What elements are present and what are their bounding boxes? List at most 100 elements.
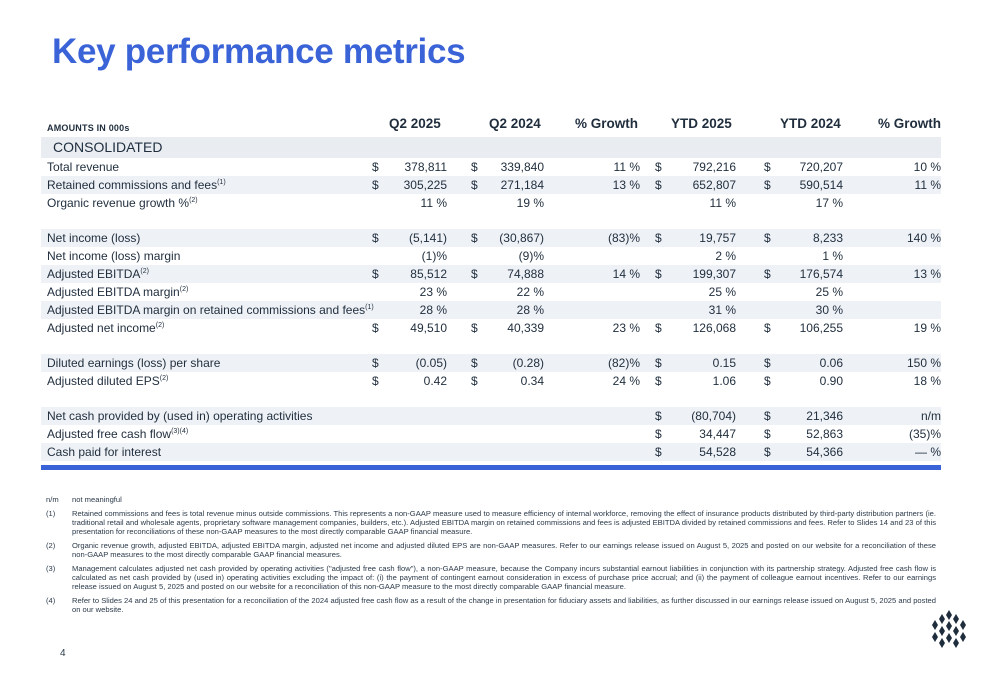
cell-ytd-2024-currency: $ — [764, 427, 771, 441]
amounts-label: AMOUNTS IN 000s — [47, 123, 130, 133]
cell-q2-2024-value: (9)% — [518, 249, 544, 263]
cell-q2-2024-currency: $ — [471, 267, 478, 281]
cell-q2-2025-currency: $ — [372, 267, 379, 281]
table-row: Adjusted net income(2) $49,510 $40,339 23 %… — [41, 319, 941, 337]
cell-ytd-2024-value: 0.06 — [819, 356, 843, 370]
cell-ytd-2024-value: 8,233 — [812, 231, 843, 245]
cell-ytd-2025-currency: $ — [655, 374, 662, 388]
cell-q2-2024-value: 339,840 — [500, 160, 544, 174]
cell-ytd-2024-value: 1 % — [822, 249, 843, 263]
cell-ytd-2024-currency: $ — [764, 231, 771, 245]
footnote-text: Management calculates adjusted net cash … — [72, 564, 936, 591]
cell-ytd-growth: (35)% — [908, 427, 941, 441]
cell-ytd-2025-value: 126,068 — [692, 321, 736, 335]
footnote-key: n/m — [46, 495, 59, 504]
cell-ytd-2025-value: 11 % — [709, 196, 736, 210]
cell-q2-2025-value: (5,141) — [408, 231, 447, 245]
row-label-text: Organic revenue growth % — [47, 196, 190, 210]
row-spacer — [41, 390, 941, 407]
footnote-ref: (2) — [155, 322, 165, 329]
cell-q2-2024-value: 40,339 — [507, 321, 544, 335]
footnote-nm: n/m not meaningful — [46, 495, 936, 504]
cell-ytd-2025-value: 2 % — [715, 249, 736, 263]
cell-q2-2025-currency: $ — [372, 321, 379, 335]
cell-ytd-2025-value: 792,216 — [692, 160, 736, 174]
table-row: Adjusted EBITDA margin(2) 23 % 22 % 25 % 25 … — [41, 283, 941, 301]
row-label: Cash paid for interest — [47, 445, 161, 459]
cell-q2-2025-value: 49,510 — [410, 321, 447, 335]
cell-ytd-2024-value: 52,863 — [806, 427, 843, 441]
cell-q-growth: 24 % — [612, 374, 640, 388]
row-label-text: Adjusted EBITDA margin on retained commi… — [47, 303, 366, 317]
table-row: Net cash provided by (used in) operating… — [41, 407, 941, 425]
col-growth-q: % Growth — [575, 116, 638, 131]
cell-q2-2025-value: (1)% — [421, 249, 447, 263]
cell-q-growth: (82)% — [607, 356, 640, 370]
cell-ytd-growth: n/m — [920, 409, 941, 423]
row-label-text: Adjusted EBITDA margin — [47, 285, 180, 299]
table-row: Total revenue $378,811 $339,840 11 % $792,21… — [41, 158, 941, 176]
cell-q2-2025-currency: $ — [372, 374, 379, 388]
cell-q2-2024-currency: $ — [471, 178, 478, 192]
cell-q2-2024-value: 22 % — [516, 285, 544, 299]
cell-q2-2025-value: (0.05) — [415, 356, 447, 370]
cell-ytd-2025-value: 54,528 — [699, 445, 736, 459]
row-label: Adjusted EBITDA margin on retained commi… — [47, 303, 374, 317]
cell-ytd-2024-value: 54,366 — [806, 445, 843, 459]
row-label: Retained commissions and fees(1) — [47, 178, 226, 192]
cell-q2-2025-currency: $ — [372, 231, 379, 245]
cell-ytd-2025-value: (80,704) — [691, 409, 736, 423]
footnote-ref: (2) — [140, 268, 149, 275]
table-row: Net income (loss) margin (1)% (9)% 2 % 1 % — [41, 247, 941, 265]
row-label: Adjusted net income(2) — [47, 321, 164, 335]
footnote-item: (4) Refer to Slides 24 and 25 of this pre… — [46, 596, 936, 614]
cell-ytd-2024-value: 0.90 — [819, 374, 843, 388]
cell-ytd-2025-currency: $ — [655, 231, 662, 245]
table-row: Adjusted diluted EPS(2) $0.42 $0.34 24 % $1.… — [41, 372, 941, 390]
cell-q2-2024-currency: $ — [471, 321, 478, 335]
cell-ytd-2025-currency: $ — [655, 445, 662, 459]
cell-ytd-2024-value: 590,514 — [799, 178, 843, 192]
cell-ytd-2025-currency: $ — [655, 321, 662, 335]
table-row: Diluted earnings (loss) per share $ (0.05)… — [41, 354, 941, 372]
cell-q2-2025-value: 85,512 — [410, 267, 447, 281]
row-label-text: Cash paid for interest — [47, 445, 162, 459]
cell-ytd-growth: 11 % — [914, 178, 941, 192]
row-label: Net cash provided by (used in) operating… — [47, 409, 312, 423]
cell-q2-2025-currency: $ — [372, 160, 379, 174]
cell-ytd-2024-value: 30 % — [815, 303, 843, 317]
cell-q2-2025-currency: $ — [372, 356, 379, 370]
cell-ytd-2024-value: 176,574 — [799, 267, 843, 281]
cell-q2-2024-value: 28 % — [516, 303, 544, 317]
section-label: CONSOLIDATED — [53, 139, 163, 155]
row-spacer — [41, 337, 941, 354]
cell-ytd-2024-currency: $ — [764, 374, 771, 388]
cell-ytd-growth: 19 % — [913, 321, 941, 335]
row-label-text: Net income (loss) — [47, 231, 141, 245]
cell-ytd-2025-currency: $ — [655, 267, 662, 281]
cell-ytd-growth: 18 % — [913, 374, 941, 388]
cell-q-growth: (83)% — [607, 231, 640, 245]
cell-q2-2025-value: 305,225 — [403, 178, 447, 192]
row-label-text: Diluted earnings (loss) per share — [47, 356, 221, 370]
cell-q2-2025-currency: $ — [372, 178, 379, 192]
table-row: Adjusted free cash flow(3)(4) $34,447 $52,… — [41, 425, 941, 443]
footnote-text: Organic revenue growth, adjusted EBITDA,… — [72, 541, 936, 559]
cell-ytd-2025-value: 1.06 — [712, 374, 736, 388]
cell-ytd-2025-currency: $ — [655, 427, 662, 441]
col-q2-2025: Q2 2025 — [389, 116, 441, 131]
cell-q2-2024-value: 74,888 — [507, 267, 544, 281]
cell-q-growth: 11 % — [613, 160, 640, 174]
row-label-text: Total revenue — [47, 160, 120, 174]
cell-q-growth: 14 % — [612, 267, 640, 281]
cell-ytd-growth: 13 % — [913, 267, 941, 281]
footnote-item: (2) Organic revenue growth, adjusted EBIT… — [46, 541, 936, 559]
cell-q2-2025-value: 28 % — [419, 303, 447, 317]
row-label: Net income (loss) — [47, 231, 140, 245]
footnote-ref: (2) — [159, 375, 169, 382]
cell-q-growth: 13 % — [612, 178, 640, 192]
cell-ytd-2024-currency: $ — [764, 178, 771, 192]
row-label-text: Adjusted EBITDA — [47, 267, 141, 281]
cell-ytd-2025-value: 34,447 — [699, 427, 736, 441]
row-label-text: Adjusted net income — [47, 321, 156, 335]
